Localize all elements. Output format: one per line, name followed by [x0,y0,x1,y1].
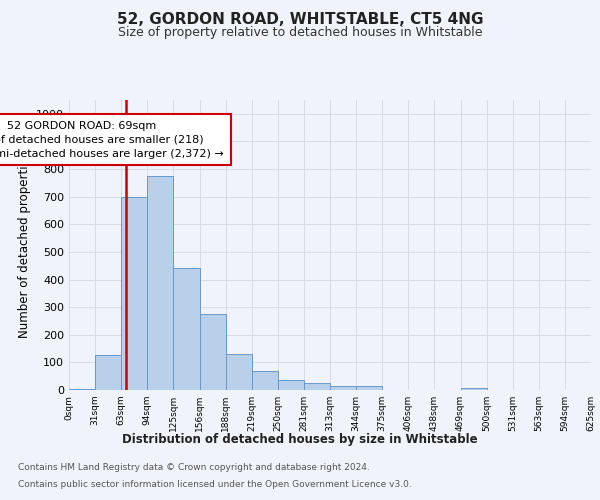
Text: Size of property relative to detached houses in Whitstable: Size of property relative to detached ho… [118,26,482,39]
Text: Contains HM Land Registry data © Crown copyright and database right 2024.: Contains HM Land Registry data © Crown c… [18,462,370,471]
Bar [278,380,304,390]
Bar [330,386,356,390]
Bar [95,356,121,390]
Bar [69,388,95,390]
Bar [173,268,199,390]
Bar [304,383,330,390]
Bar [252,371,278,390]
Text: 52, GORDON ROAD, WHITSTABLE, CT5 4NG: 52, GORDON ROAD, WHITSTABLE, CT5 4NG [117,12,483,28]
Text: Contains public sector information licensed under the Open Government Licence v3: Contains public sector information licen… [18,480,412,489]
Bar [356,386,382,390]
Text: Distribution of detached houses by size in Whitstable: Distribution of detached houses by size … [122,432,478,446]
Bar [121,196,148,390]
Bar [148,176,173,390]
Y-axis label: Number of detached properties: Number of detached properties [17,152,31,338]
Bar [461,388,487,390]
Text: 52 GORDON ROAD: 69sqm
← 8% of detached houses are smaller (218)
92% of semi-deta: 52 GORDON ROAD: 69sqm ← 8% of detached h… [0,120,224,158]
Bar [199,314,226,390]
Bar [226,354,252,390]
